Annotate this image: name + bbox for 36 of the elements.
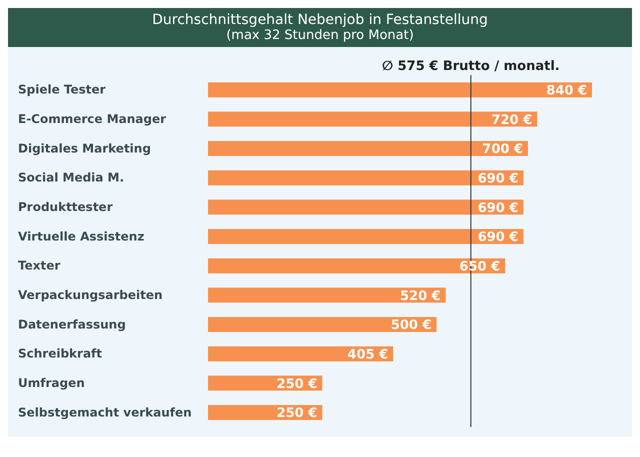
data-label: 840 € — [546, 83, 587, 98]
bar — [208, 200, 524, 215]
data-label: 690 € — [478, 171, 518, 186]
bar — [208, 258, 506, 274]
data-label: 690 € — [478, 200, 518, 216]
y-tick-label: Umfragen — [18, 376, 85, 390]
bar — [208, 82, 592, 98]
y-tick-label: Selbstgemacht verkaufen — [18, 405, 192, 420]
y-tick-label: Verpackungsarbeiten — [18, 288, 163, 302]
bar — [208, 141, 528, 156]
chart-title: Durchschnittsgehalt Nebenjob in Festanstellung — [151, 12, 489, 28]
chart-subtitle: (max 32 Stunden pro Monat) — [225, 28, 415, 43]
y-tick-label: Texter — [18, 258, 60, 273]
data-label: 500 € — [390, 318, 432, 334]
data-label: 690 € — [478, 230, 518, 246]
y-tick-label: Produkttester — [18, 200, 113, 214]
y-tick-label: Digitales Marketing — [18, 141, 151, 156]
y-tick-label: Social Media M. — [18, 170, 124, 185]
data-label: 520 € — [400, 288, 441, 304]
data-label: 405 € — [347, 347, 388, 362]
y-tick-label: E-Commerce Manager — [18, 112, 166, 126]
data-label: 720 € — [491, 112, 532, 128]
bar — [208, 317, 437, 332]
bar — [208, 112, 538, 127]
data-label: 700 € — [482, 142, 523, 158]
bar — [208, 229, 524, 244]
bar — [208, 288, 446, 303]
y-tick-label: Virtuelle Assistenz — [18, 229, 144, 244]
bar — [208, 170, 524, 186]
y-tick-label: Schreibkraft — [18, 346, 102, 361]
bar — [208, 346, 394, 362]
data-label: 250 € — [276, 376, 318, 392]
data-label: 250 € — [276, 406, 318, 422]
y-tick-label: Datenerfassung — [18, 317, 126, 332]
y-tick-label: Spiele Tester — [18, 82, 106, 97]
ref-line-label: ∅ 575 € Brutto / monatl. — [382, 59, 560, 74]
